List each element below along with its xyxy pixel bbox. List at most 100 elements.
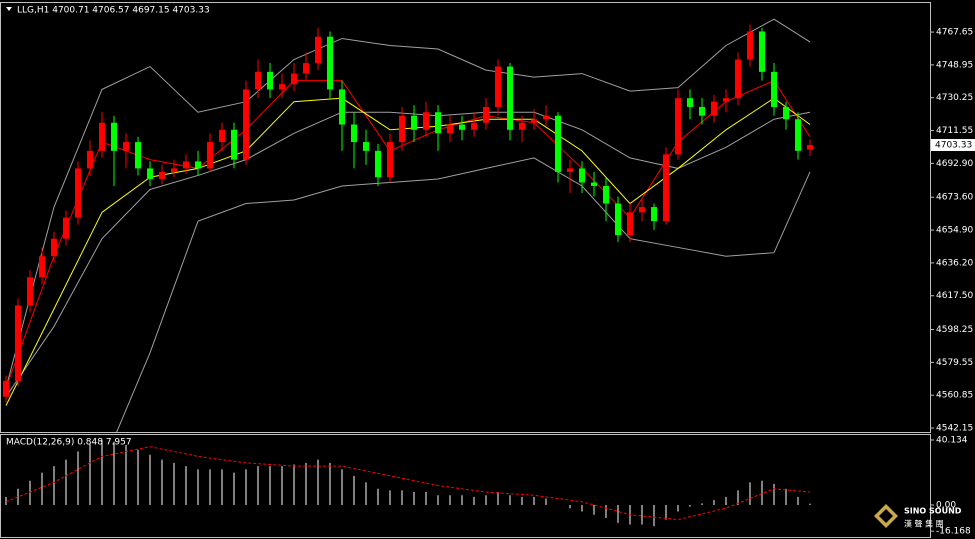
y-tick-label: 40.134 [936,435,968,445]
y-tick-label: 4767.65 [936,28,973,38]
candle-body [15,305,21,381]
candle-body [291,73,297,85]
candle-body [123,142,129,151]
candle-body [567,168,573,172]
price-header: LLG,H1 4700.71 4706.57 4697.15 4703.33 [17,6,210,16]
y-tick-label: 4636.20 [936,258,973,268]
y-tick-label: 4617.50 [936,291,973,301]
candle-body [51,238,57,257]
candle-body [555,115,561,172]
candle-body [519,122,525,130]
candle-body [603,185,609,204]
candle-body [663,154,669,222]
candle-body [63,217,69,239]
candle-body [255,71,261,90]
candle-body [615,203,621,236]
candle-body [171,168,177,172]
y-tick-label: 4711.55 [936,126,973,136]
candle-body [267,71,273,90]
candle-body [363,142,369,151]
candle-body [543,115,549,120]
candle-body [651,207,657,222]
candle-body [699,106,705,116]
y-tick-label: 4673.60 [936,193,973,203]
candle-body [795,119,801,151]
candle-body [219,129,225,143]
candle-body [531,119,537,123]
last-price-box [931,139,975,152]
candle-body [387,142,393,178]
signal-line [5,446,811,521]
candle-body [723,98,729,102]
candle-body [459,124,465,130]
candle-body [315,36,321,64]
price-panel [0,2,931,433]
candle-body [135,142,141,169]
logo-subtitle: 漢 聲 集 團 [904,519,944,529]
candle-body [687,98,693,107]
overlay-line [5,18,811,389]
y-tick-label: 0.00 [936,500,956,510]
y-tick-label: 4730.25 [936,93,973,103]
candle-body [231,129,237,160]
plot-area [5,440,811,527]
candle-body [435,112,441,134]
candle-body [327,36,333,90]
candle-body [39,256,45,278]
candle-body [399,115,405,143]
candle-body [375,150,381,178]
y-tick-label: 4748.95 [936,60,973,70]
candle-body [207,142,213,169]
overlay-line [5,111,811,397]
candle-body [183,161,189,169]
y-tick-label: 4692.90 [936,159,973,169]
candle-body [147,168,153,179]
candle-body [411,115,417,130]
candle-body [639,207,645,213]
last-price-label: 4703.33 [935,141,972,151]
y-tick-label: 4598.25 [936,325,973,335]
y-tick-label: 4542.15 [936,424,973,434]
candle-body [3,380,9,397]
candle-body [747,31,753,60]
candle-body [735,59,741,99]
candle-body [483,106,489,123]
candle-body [495,66,501,107]
y-tick-label: -16.168 [936,527,971,537]
candle-body [783,106,789,120]
candle-body [243,89,249,160]
candle-body [447,124,453,134]
macd-panel [0,434,931,538]
candle-body [99,122,105,151]
candle-body [711,101,717,116]
y-tick-label: 4560.85 [936,391,973,401]
candle-body [159,171,165,179]
candle-body [579,168,585,183]
candle-body [27,277,33,306]
candle-body [87,150,93,169]
candle-body [75,168,81,218]
candle-body [759,31,765,72]
candle-body [111,122,117,151]
candle-body [303,63,309,74]
candle-body [771,71,777,107]
candle-body [591,182,597,186]
y-tick-label: 4579.55 [936,358,973,368]
candle-body [507,66,513,130]
logo-brand: SINO SOUND [904,507,962,516]
logo: SINO SOUND 漢 聲 集 團 [874,504,962,529]
candle-body [279,84,285,90]
y-tick-label: 4654.90 [936,226,973,236]
logo-mark-inner [879,509,893,523]
macd-header: MACD(12,26,9) 0.848 7.957 [6,438,132,448]
candle-body [807,145,813,150]
menu-triangle [6,7,12,11]
candle-body [675,98,681,155]
candle-body [627,212,633,236]
candle-body [339,89,345,125]
overlay-line [116,157,811,432]
candle-body [471,122,477,130]
candle-body [423,112,429,130]
